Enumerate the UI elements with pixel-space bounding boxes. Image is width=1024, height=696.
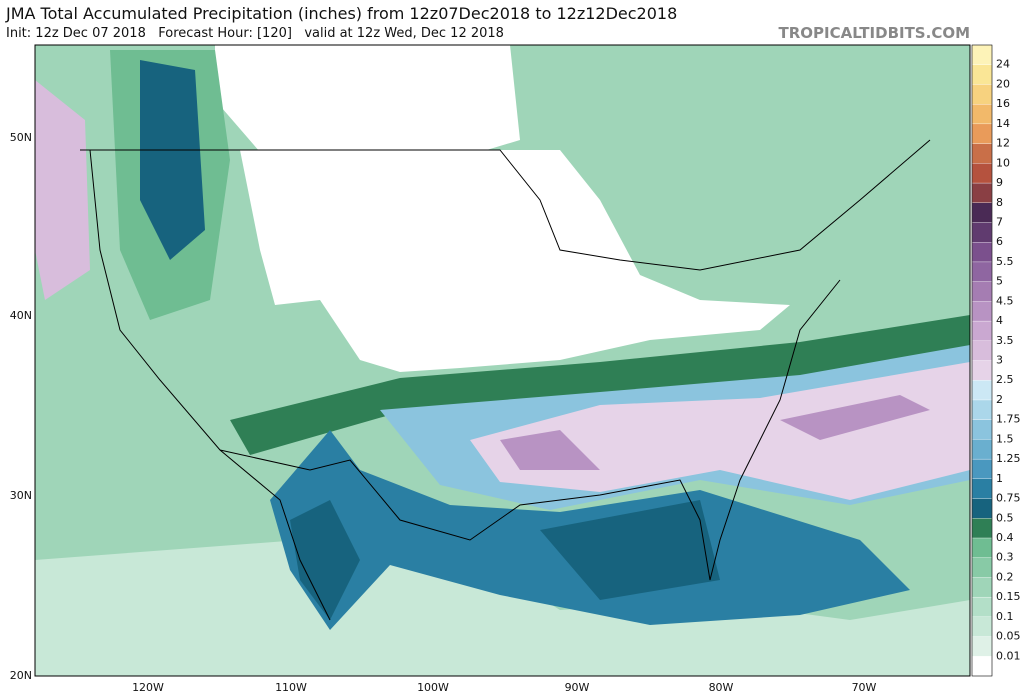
colorbar-label: 0.15 (996, 590, 1021, 603)
colorbar-label: 0.05 (996, 630, 1021, 643)
colorbar-label: 0.01 (996, 649, 1021, 662)
colorbar-label: 7 (996, 215, 1003, 228)
colorbar-band (971, 340, 993, 361)
colorbar-label: 1 (996, 472, 1003, 485)
colorbar-label: 0.75 (996, 492, 1021, 505)
colorbar-band (971, 380, 993, 401)
colorbar-label: 12 (996, 137, 1010, 150)
lat-label: 50N (10, 131, 32, 144)
colorbar-band (971, 301, 993, 322)
colorbar-label: 1.75 (996, 413, 1021, 426)
colorbar-band (971, 458, 993, 479)
colorbar-band (971, 64, 993, 85)
colorbar-band (971, 261, 993, 282)
colorbar-label: 2 (996, 393, 1003, 406)
colorbar-label: 0.2 (996, 570, 1014, 583)
colorbar-label: 8 (996, 196, 1003, 209)
colorbar-band (971, 636, 993, 657)
colorbar-band (971, 182, 993, 203)
colorbar-label: 10 (996, 156, 1010, 169)
colorbar-label: 14 (996, 117, 1010, 130)
colorbar-label: 20 (996, 77, 1010, 90)
lon-label: 100W (417, 681, 449, 694)
colorbar-label: 0.3 (996, 551, 1014, 564)
colorbar-band (971, 123, 993, 144)
lon-label: 110W (275, 681, 307, 694)
colorbar-label: 0.5 (996, 511, 1014, 524)
colorbar-label: 3.5 (996, 334, 1014, 347)
lat-label: 20N (10, 669, 32, 682)
title: JMA Total Accumulated Precipitation (inc… (6, 4, 678, 23)
colorbar-label: 6 (996, 235, 1003, 248)
colorbar-band (971, 222, 993, 243)
colorbar-band (971, 498, 993, 519)
colorbar-label: 5.5 (996, 255, 1014, 268)
lon-label: 120W (132, 681, 164, 694)
colorbar-band (971, 557, 993, 578)
map-frame (34, 44, 971, 677)
colorbar-frame (971, 44, 993, 677)
colorbar-label: 24 (996, 58, 1010, 71)
colorbar-band (971, 596, 993, 617)
colorbar-band (971, 577, 993, 598)
colorbar-band (971, 104, 993, 125)
lat-label: 30N (10, 489, 32, 502)
colorbar-band (971, 281, 993, 302)
colorbar-band (971, 242, 993, 263)
colorbar-label: 1.5 (996, 432, 1014, 445)
colorbar-band (971, 163, 993, 184)
colorbar-label: 4.5 (996, 294, 1014, 307)
colorbar-band (971, 656, 993, 677)
subtitle: Init: 12z Dec 07 2018 Forecast Hour: [12… (6, 26, 504, 41)
colorbar-band (971, 202, 993, 223)
lat-label: 40N (10, 309, 32, 322)
colorbar-band (971, 399, 993, 420)
colorbar-label: 3 (996, 354, 1003, 367)
colorbar-band (971, 478, 993, 499)
colorbar-band (971, 320, 993, 341)
colorbar-label: 1.25 (996, 452, 1021, 465)
colorbar-label: 0.1 (996, 610, 1014, 623)
colorbar-band (971, 439, 993, 460)
colorbar-label: 16 (996, 97, 1010, 110)
colorbar-label: 9 (996, 176, 1003, 189)
precip-field (35, 45, 970, 676)
colorbar-band (971, 537, 993, 558)
colorbar-label: 0.4 (996, 531, 1014, 544)
colorbar-label: 2.5 (996, 373, 1014, 386)
boundaries (80, 139, 931, 621)
credit: TROPICALTIDBITS.COM (778, 24, 971, 42)
colorbar-label: 5 (996, 275, 1003, 288)
colorbar-band (971, 419, 993, 440)
colorbar-band (971, 84, 993, 105)
lon-label: 70W (852, 681, 877, 694)
colorbar-band (971, 360, 993, 381)
colorbar-band (971, 616, 993, 637)
lon-label: 80W (709, 681, 734, 694)
colorbar-band (971, 143, 993, 164)
colorbar-label: 4 (996, 314, 1003, 327)
colorbar-band (971, 518, 993, 539)
colorbar-band (971, 44, 993, 65)
lon-label: 90W (565, 681, 590, 694)
